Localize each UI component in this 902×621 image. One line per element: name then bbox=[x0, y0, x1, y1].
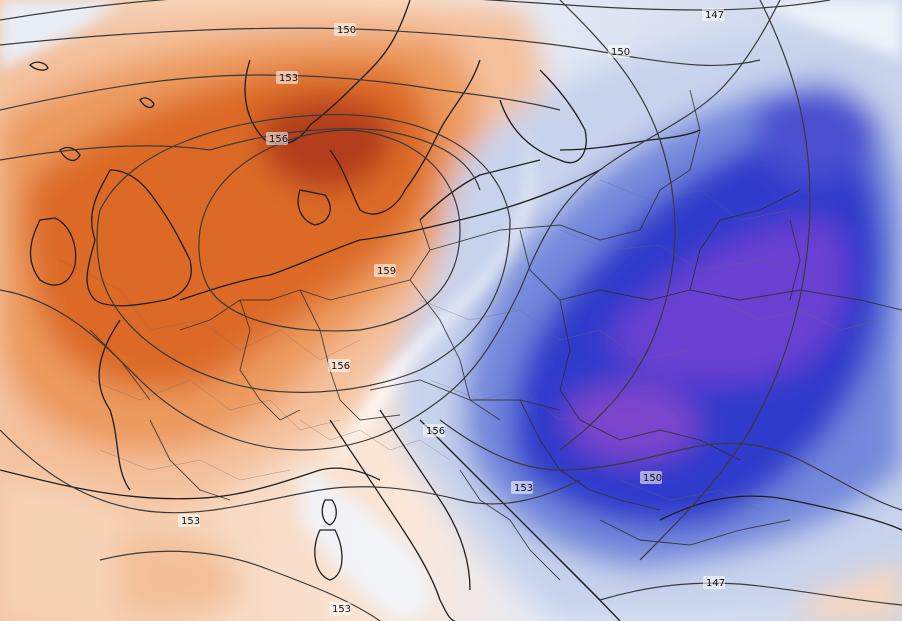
coast-italy-east bbox=[379, 409, 471, 591]
contour-label-2-text: 147 bbox=[705, 10, 724, 21]
national-borders bbox=[89, 89, 902, 581]
contour-label-11-text: 153 bbox=[181, 516, 200, 527]
contour-label-10: 150 bbox=[640, 471, 662, 484]
coast-denmark bbox=[297, 189, 331, 226]
contour-label-5-text: 156 bbox=[269, 134, 288, 145]
contour-label-4: 153 bbox=[276, 71, 298, 84]
cold-anomaly-north bbox=[756, 89, 880, 182]
contour-label-6: 159 bbox=[374, 264, 396, 277]
neutral-topleft bbox=[0, 0, 120, 70]
coast-corsica bbox=[321, 499, 337, 526]
contour-label-13-text: 147 bbox=[706, 578, 725, 589]
coast-baltic bbox=[419, 159, 541, 221]
contour-156-ring bbox=[96, 113, 511, 393]
coast-iberia bbox=[0, 469, 231, 500]
contour-label-4-text: 153 bbox=[279, 73, 298, 84]
coast-shetland bbox=[139, 97, 155, 109]
contour-label-10-text: 150 bbox=[643, 473, 662, 484]
coast-sardinia bbox=[314, 529, 343, 581]
contour-147-east bbox=[639, 0, 811, 561]
neutral-topright bbox=[760, 0, 902, 60]
coast-france-atlantic bbox=[98, 319, 131, 491]
contour-147-bottom bbox=[599, 582, 902, 606]
contour-label-8: 156 bbox=[423, 424, 445, 437]
contour-153-bottom bbox=[99, 550, 381, 621]
contour-150-top bbox=[0, 27, 761, 67]
contour-150-south bbox=[439, 419, 902, 511]
coast-norway bbox=[244, 0, 411, 145]
contour-label-3-text: 150 bbox=[611, 47, 630, 58]
warm-anomaly-core bbox=[259, 97, 392, 190]
coast-sweden bbox=[329, 59, 481, 215]
coast-north-sea bbox=[179, 169, 601, 301]
coast-faroe bbox=[29, 61, 49, 71]
coast-ireland bbox=[29, 217, 77, 286]
coast-gulf-finland bbox=[559, 129, 701, 151]
coast-italy bbox=[329, 419, 456, 621]
coast-orkney bbox=[59, 146, 81, 162]
contour-153-mid bbox=[0, 0, 781, 451]
contour-153-top bbox=[0, 74, 561, 111]
contour-labels: 150 147 150 153 156 159 bbox=[178, 8, 725, 615]
contour-147-top bbox=[0, 0, 831, 21]
contour-159-ring bbox=[198, 129, 461, 332]
contour-label-11: 153 bbox=[178, 514, 200, 527]
contour-label-12: 153 bbox=[329, 602, 351, 615]
contour-150-east bbox=[559, 0, 676, 451]
contour-label-9-text: 153 bbox=[514, 483, 533, 494]
contour-label-7-text: 156 bbox=[331, 361, 350, 372]
coast-black-sea bbox=[659, 495, 902, 531]
contour-label-8-text: 156 bbox=[426, 426, 445, 437]
contour-label-12-text: 153 bbox=[332, 604, 351, 615]
contour-label-1: 150 bbox=[334, 23, 356, 36]
contour-label-2: 147 bbox=[702, 8, 724, 21]
coast-mediterranean-france bbox=[229, 467, 381, 496]
coast-aegean bbox=[559, 559, 621, 621]
contour-label-1-text: 150 bbox=[337, 25, 356, 36]
contour-label-5: 156 bbox=[266, 132, 288, 145]
contour-label-13: 147 bbox=[703, 576, 725, 589]
coast-great-britain bbox=[86, 169, 192, 307]
cold-anomaly-core-b bbox=[566, 382, 700, 463]
contour-label-6-text: 159 bbox=[377, 266, 396, 277]
contour-label-7: 156 bbox=[328, 359, 350, 372]
contour-153-south bbox=[0, 429, 581, 514]
admin-borders bbox=[59, 179, 881, 511]
neutral-italy bbox=[300, 470, 431, 621]
contour-label-9: 153 bbox=[511, 481, 533, 494]
coast-finland bbox=[499, 69, 587, 164]
contour-label-3: 150 bbox=[608, 45, 630, 58]
